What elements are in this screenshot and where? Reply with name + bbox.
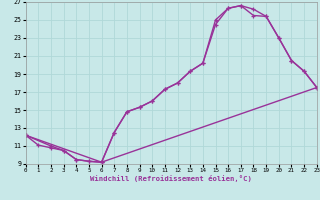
X-axis label: Windchill (Refroidissement éolien,°C): Windchill (Refroidissement éolien,°C) [90, 175, 252, 182]
